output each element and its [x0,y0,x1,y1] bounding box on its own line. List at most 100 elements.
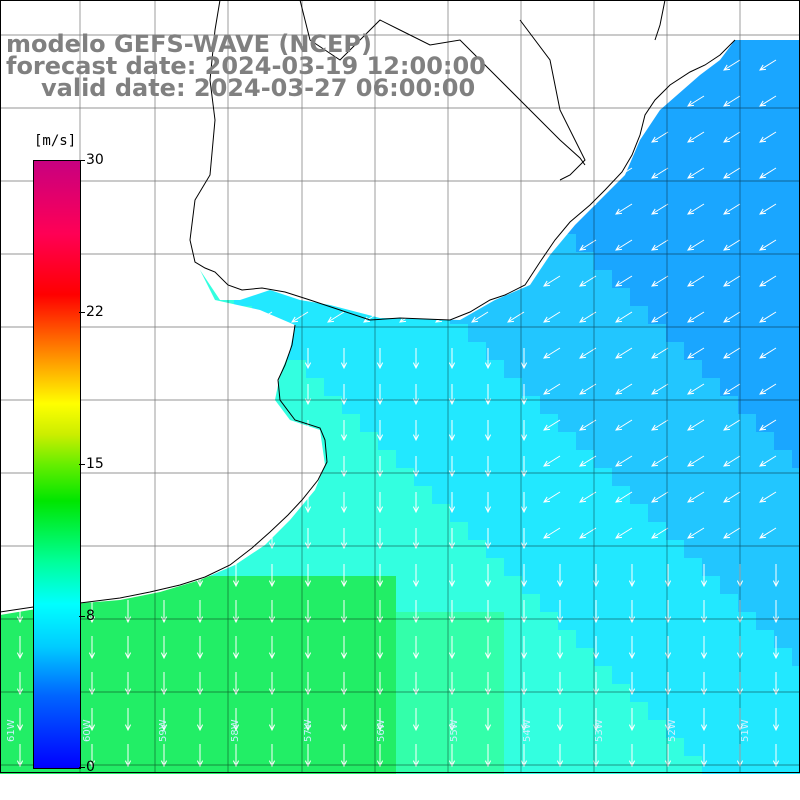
wind-arrow [543,311,561,323]
wind-arrow [520,492,528,514]
wind-arrow [651,311,669,323]
wind-arrow [579,383,597,395]
wind-arrow [376,600,384,624]
wind-arrow [520,600,528,624]
wind-arrow [412,744,420,768]
wind-arrow [651,347,669,359]
wind-arrow [772,636,780,660]
coastline [0,0,736,613]
wind-arrow [651,419,669,431]
wind-arrow [196,636,204,660]
lat-lon-grid [0,0,800,772]
wind-arrow [628,672,636,696]
wind-arrow [124,744,132,768]
wind-arrow [268,744,276,768]
wind-arrow [448,672,456,696]
wind-arrow [376,492,384,514]
wind-arrow [484,348,492,370]
wind-arrow [759,239,777,251]
wind-arrow [268,564,276,588]
wind-arrow [543,347,561,359]
wind-arrow [232,636,240,660]
wind-arrow [376,348,384,370]
wind-arrow [88,636,96,660]
wind-arrow [412,348,420,370]
wind-arrow [664,744,672,768]
wind-arrow [700,708,708,732]
wind-arrow [759,131,777,143]
wind-arrow [448,636,456,660]
wind-arrow [759,167,777,179]
wind-arrow [543,419,561,431]
colorbar-tick [79,464,85,465]
wind-arrow [376,708,384,732]
wind-arrow [664,564,672,588]
wind-arrow [723,239,741,251]
land-area [0,0,800,320]
longitude-label: 60W [82,719,93,742]
wind-arrow [340,564,348,588]
wind-arrow [340,420,348,442]
wind-arrow [304,348,312,370]
wind-arrow [556,708,564,732]
wind-arrow [579,527,597,539]
wind-arrow [772,600,780,624]
longitude-label: 52W [667,719,678,742]
wind-arrow [759,311,777,323]
wind-arrow [304,708,312,732]
wind-arrow [327,311,345,323]
wind-arrow [196,744,204,768]
wind-arrow [700,564,708,588]
wind-arrow [615,347,633,359]
wind-arrow [376,672,384,696]
wind-arrow [16,708,24,732]
wind-arrow [448,744,456,768]
wind-arrow [687,131,705,143]
wind-arrow [376,384,384,406]
wind-arrow [664,600,672,624]
wind-arrow [448,492,456,514]
wind-arrow [759,275,777,287]
wind-arrow [556,600,564,624]
wind-arrow [723,203,741,215]
wind-arrow [723,491,741,503]
wind-arrow [556,636,564,660]
wind-arrow [340,744,348,768]
wind-arrow [232,564,240,588]
wind-arrow [88,672,96,696]
colorbar-tick [79,160,85,161]
colorbar-tick [79,767,85,768]
wind-arrow [687,347,705,359]
wind-arrow [759,95,777,107]
forecast-date: forecast date: 2024-03-19 12:00:00 [6,52,486,80]
wind-arrow [412,492,420,514]
wind-arrow [759,527,777,539]
wind-arrow [448,564,456,588]
wind-arrow [160,744,168,768]
wind-arrow [543,383,561,395]
wind-arrow [615,239,633,251]
wind-arrow [340,600,348,624]
wind-arrow [340,492,348,514]
wind-arrow [304,564,312,588]
wind-arrow [412,564,420,588]
wind-arrow [520,384,528,406]
wind-arrow [772,672,780,696]
wind-arrow [484,564,492,588]
wind-arrow [628,600,636,624]
wind-arrow [651,455,669,467]
wind-arrow [687,455,705,467]
model-title: modelo GEFS-WAVE (NCEP) [6,30,372,58]
wind-arrow [687,311,705,323]
wind-arrow [579,491,597,503]
wind-arrow [448,420,456,442]
wind-arrow [376,528,384,550]
wind-arrow [687,95,705,107]
wind-arrow [628,708,636,732]
wind-arrow [448,348,456,370]
wind-arrow [484,636,492,660]
wind-arrow [687,203,705,215]
wind-arrow [615,311,633,323]
wind-arrow [579,275,597,287]
wind-arrow [543,275,561,287]
